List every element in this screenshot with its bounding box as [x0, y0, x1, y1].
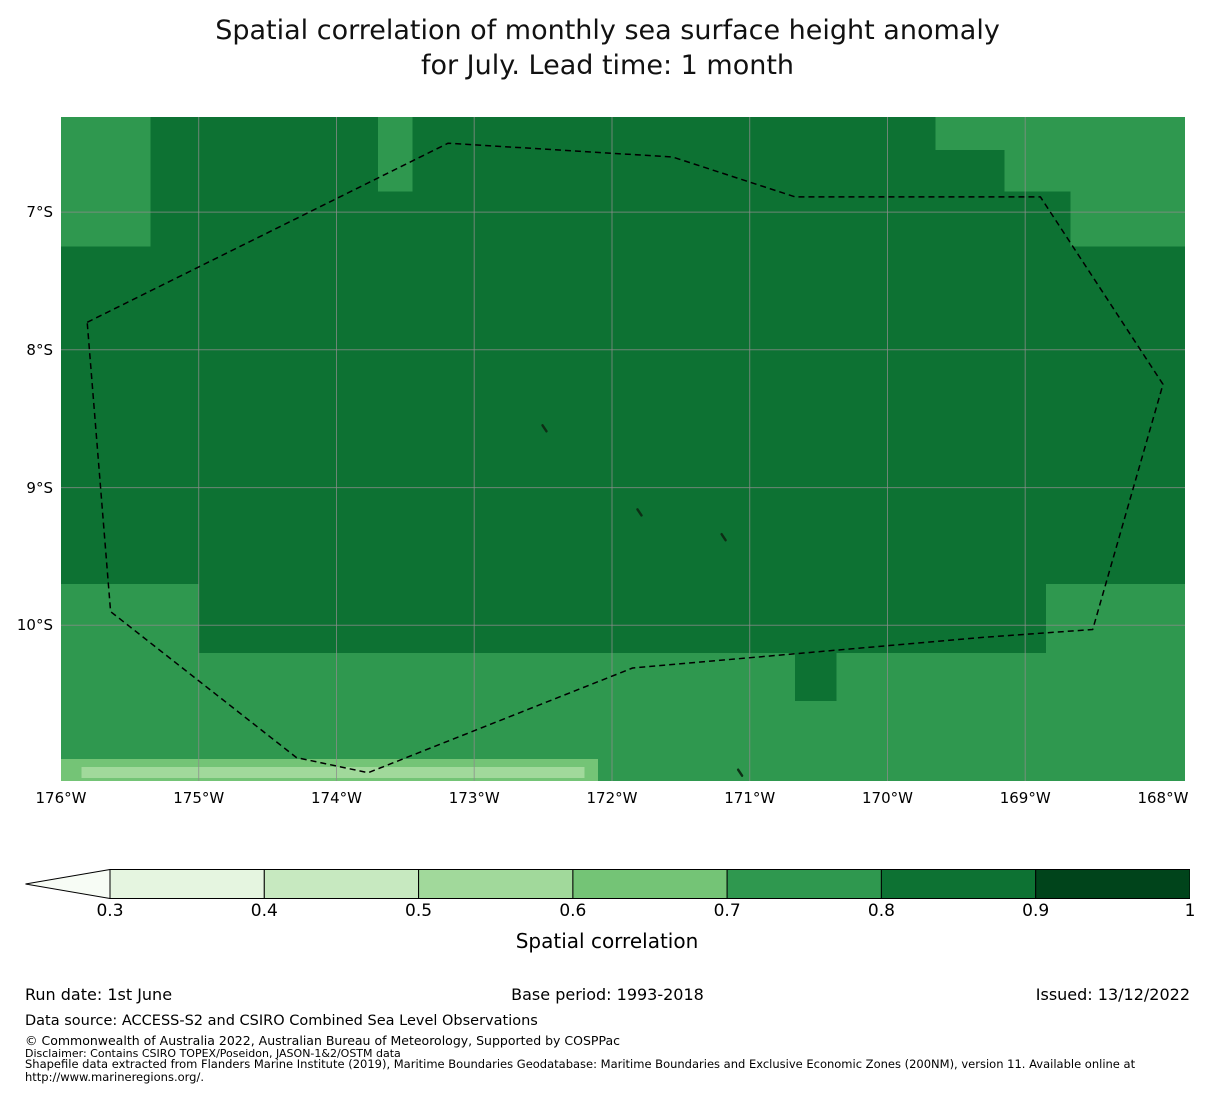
x-tick-label: 168°W	[1137, 789, 1189, 807]
chart-title-line1: Spatial correlation of monthly sea surfa…	[215, 15, 1000, 46]
chart-title: Spatial correlation of monthly sea surfa…	[0, 13, 1215, 83]
x-tick-label: 171°W	[724, 789, 776, 807]
data-source: Data source: ACCESS-S2 and CSIRO Combine…	[25, 1013, 538, 1029]
island-mark	[736, 768, 744, 777]
chart-title-line2: for July. Lead time: 1 month	[420, 50, 795, 81]
island-mark	[541, 424, 548, 433]
colorbar-under-arrow	[25, 868, 111, 900]
x-tick-label: 170°W	[861, 789, 913, 807]
shapefile-note-line1: Shapefile data extracted from Flanders M…	[25, 1057, 1136, 1071]
correlation-cell	[795, 652, 837, 702]
correlation-cell	[412, 117, 936, 151]
shapefile-note: Shapefile data extracted from Flanders M…	[25, 1058, 1135, 1084]
correlation-cell	[150, 191, 1071, 247]
x-tick-label: 173°W	[448, 789, 500, 807]
x-tick-label: 175°W	[173, 789, 225, 807]
colorbar-segment	[418, 869, 574, 899]
island-mark	[720, 533, 727, 542]
colorbar-segment	[726, 869, 882, 899]
colorbar-tick-label: 1	[1184, 901, 1196, 921]
correlation-cell	[81, 767, 585, 779]
colorbar-segment	[572, 869, 728, 899]
y-tick-label: 10°S	[16, 616, 53, 635]
base-period: Base period: 1993-2018	[511, 985, 704, 1004]
heatmap-cells	[61, 117, 1185, 781]
issued-date: Issued: 13/12/2022	[1035, 985, 1190, 1004]
colorbar-segment	[880, 869, 1037, 899]
correlation-cell	[412, 150, 1005, 192]
island-mark	[636, 508, 643, 517]
colorbar-tick-label: 0.3	[96, 901, 124, 921]
correlation-cell	[61, 246, 1185, 584]
y-tick-label: 9°S	[26, 478, 53, 497]
y-tick-label: 8°S	[26, 340, 53, 359]
colorbar-ticks: 0.3 0.4 0.5 0.6 0.7 0.8 0.9 1	[0, 901, 1215, 923]
disclaimer: Disclaimer: Contains CSIRO TOPEX/Poseido…	[25, 1047, 401, 1060]
shapefile-note-line2: http://www.marineregions.org/.	[25, 1070, 204, 1084]
gridlines	[61, 117, 1185, 781]
colorbar	[24, 868, 1191, 900]
colorbar-tick-label: 0.5	[405, 901, 433, 921]
correlation-cell	[150, 117, 378, 192]
correlation-map	[61, 117, 1185, 781]
x-tick-label: 176°W	[35, 789, 87, 807]
island-marks	[541, 424, 744, 777]
colorbar-tick-label: 0.4	[250, 901, 278, 921]
y-axis: 7°S 8°S 9°S 10°S	[0, 0, 60, 1095]
colorbar-segment	[1035, 869, 1191, 899]
colorbar-tick-label: 0.6	[559, 901, 587, 921]
colorbar-tick-label: 0.8	[867, 901, 895, 921]
eez-boundary	[86, 142, 1164, 774]
colorbar-gradient	[25, 868, 1191, 900]
colorbar-segment	[263, 869, 420, 899]
colorbar-tick-label: 0.7	[713, 901, 741, 921]
colorbar-segment	[109, 869, 265, 899]
x-tick-label: 174°W	[311, 789, 362, 807]
x-tick-label: 169°W	[999, 789, 1051, 807]
colorbar-label: Spatial correlation	[515, 929, 699, 953]
map-panel	[61, 117, 1185, 781]
y-tick-label: 7°S	[26, 203, 53, 222]
x-axis: 176°W 175°W 174°W 173°W 172°W 171°W 170°W 169°W…	[0, 789, 1215, 811]
colorbar-tick-label: 0.9	[1022, 901, 1050, 921]
x-tick-label: 172°W	[586, 789, 638, 807]
run-date: Run date: 1st June	[25, 985, 173, 1004]
copyright: © Commonwealth of Australia 2022, Austra…	[25, 1033, 620, 1048]
correlation-cell	[198, 584, 1046, 653]
